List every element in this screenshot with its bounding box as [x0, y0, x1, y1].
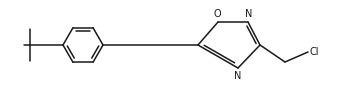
Text: N: N — [234, 71, 242, 81]
Text: N: N — [245, 9, 253, 19]
Text: O: O — [213, 9, 221, 19]
Text: Cl: Cl — [310, 47, 320, 57]
